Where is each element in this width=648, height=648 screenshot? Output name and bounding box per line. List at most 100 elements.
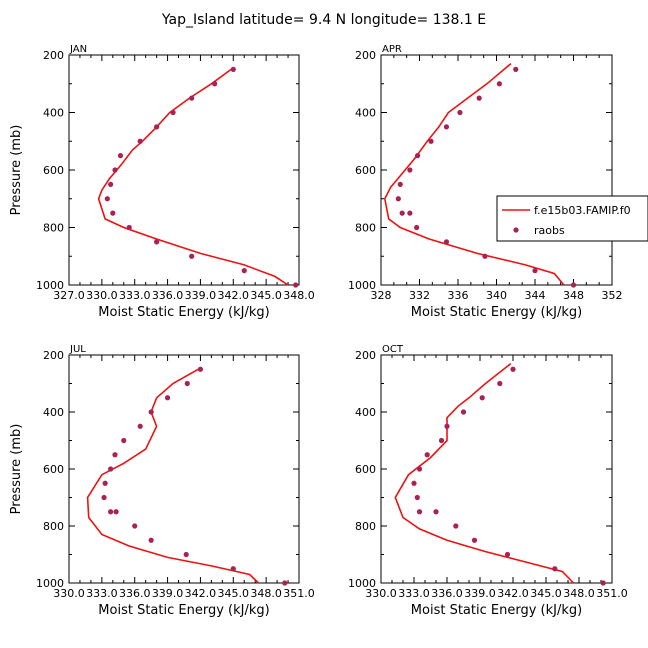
panel-apr: APR 328 332 336 340 344 348 352 200 400 600 800 1000…: [348, 44, 623, 320]
x-axis-label: Moist Static Energy (kJ/kg): [98, 305, 269, 320]
y-tick-label: 200: [43, 349, 64, 362]
model-line: [86, 368, 260, 584]
raobs-points: [101, 366, 288, 586]
x-axis-label: Moist Static Energy (kJ/kg): [411, 305, 582, 320]
raobs-point: [170, 109, 176, 116]
x-tick-label: 345.0: [530, 587, 562, 600]
panel-label: JAN: [69, 44, 87, 55]
raobs-point: [414, 494, 420, 501]
raobs-point: [416, 466, 423, 472]
x-tick-label: 336.0: [431, 587, 463, 600]
x-axis-label: Moist Static Energy (kJ/kg): [98, 603, 269, 618]
y-axis-label: Pressure (mb): [9, 125, 24, 216]
raobs-points: [395, 66, 577, 288]
raobs-point: [230, 66, 236, 72]
raobs-point: [108, 509, 114, 515]
x-tick-label: 328: [371, 289, 392, 302]
plot-frame: [68, 54, 300, 286]
raobs-point: [164, 395, 171, 401]
raobs-point: [532, 268, 538, 274]
x-tick-label: 336.0: [152, 289, 184, 302]
raobs-point: [600, 580, 606, 586]
figure-title: Yap_Island latitude= 9.4 N longitude= 13…: [161, 12, 486, 28]
raobs-point: [137, 423, 143, 429]
x-tick-label: 336.0: [119, 587, 151, 600]
raobs-point: [552, 566, 558, 572]
raobs-point: [414, 224, 420, 231]
raobs-point: [113, 509, 119, 515]
model-line: [383, 62, 565, 286]
raobs-point: [197, 366, 204, 372]
x-tick-label: 336: [448, 289, 469, 302]
raobs-points: [104, 66, 299, 288]
raobs-point: [101, 494, 107, 501]
raobs-point: [104, 196, 110, 202]
raobs-point: [282, 580, 288, 586]
raobs-point: [411, 480, 417, 486]
x-tick-label: 332: [409, 289, 430, 302]
raobs-point: [397, 181, 403, 187]
model-line: [394, 362, 575, 584]
x-tick-label: 348: [563, 289, 584, 302]
raobs-point: [570, 282, 577, 288]
y-tick-label: 1000: [348, 577, 376, 590]
raobs-point: [479, 395, 485, 401]
raobs-point: [497, 380, 503, 387]
y-axis-label: Pressure (mb): [9, 424, 24, 515]
panel-oct: OCT 330.0 333.0 336.0 339.0 342.0 345.0 348.0 35…: [348, 344, 628, 618]
raobs-point: [482, 253, 488, 259]
raobs-point: [444, 423, 450, 429]
x-tick-label: 330.0: [53, 587, 85, 600]
legend: f.e15b03.FAMIP.f0 raobs: [496, 195, 648, 242]
x-tick-label: 344: [525, 289, 546, 302]
x-tick-label: 333.0: [119, 289, 151, 302]
raobs-point: [241, 268, 247, 274]
x-tick-label: 333.0: [398, 587, 430, 600]
x-tick-label: 327.0: [53, 289, 85, 302]
legend-model-label: f.e15b03.FAMIP.f0: [534, 204, 631, 217]
raobs-point: [510, 366, 516, 372]
panel-label: APR: [382, 44, 402, 55]
panel-jan: JAN 327.0 330.0 333.0 336.0 339.0 342.0 345.0 34…: [9, 44, 315, 320]
raobs-point: [108, 181, 114, 187]
raobs-points: [411, 366, 606, 586]
raobs-point: [183, 551, 189, 558]
x-tick-label: 339.0: [152, 587, 184, 600]
y-tick-label: 200: [355, 349, 376, 362]
raobs-point: [428, 138, 434, 144]
y-tick-label: 1000: [36, 577, 64, 590]
raobs-point: [112, 167, 118, 173]
raobs-point: [137, 138, 143, 144]
plot-frame: [68, 354, 300, 584]
panel-label: OCT: [382, 344, 404, 355]
x-tick-label: 330.0: [365, 587, 397, 600]
x-tick-label: 348.0: [563, 587, 595, 600]
x-tick-label: 339.0: [185, 289, 217, 302]
raobs-point: [112, 452, 118, 458]
raobs-point: [496, 81, 502, 87]
legend-box: [496, 195, 648, 242]
x-tick-label: 333.0: [86, 587, 118, 600]
y-tick-label: 600: [355, 164, 376, 177]
raobs-point: [154, 124, 160, 130]
raobs-point: [443, 239, 450, 245]
legend-obs-swatch: [513, 227, 519, 233]
x-tick-label: 352: [602, 289, 623, 302]
x-tick-label: 348.0: [250, 587, 282, 600]
legend-obs-label: raobs: [534, 224, 565, 237]
raobs-point: [433, 509, 439, 515]
raobs-point: [424, 452, 430, 458]
raobs-point: [438, 437, 445, 444]
raobs-point: [453, 523, 459, 529]
raobs-point: [110, 210, 116, 216]
x-tick-label: 351.0: [283, 587, 315, 600]
plot-frame: [380, 54, 613, 286]
x-axis-label: Moist Static Energy (kJ/kg): [411, 603, 582, 618]
y-tick-label: 400: [355, 406, 376, 419]
raobs-point: [102, 480, 108, 486]
raobs-point: [407, 210, 413, 216]
x-tick-label: 340: [486, 289, 507, 302]
x-tick-label: 342.0: [497, 587, 529, 600]
